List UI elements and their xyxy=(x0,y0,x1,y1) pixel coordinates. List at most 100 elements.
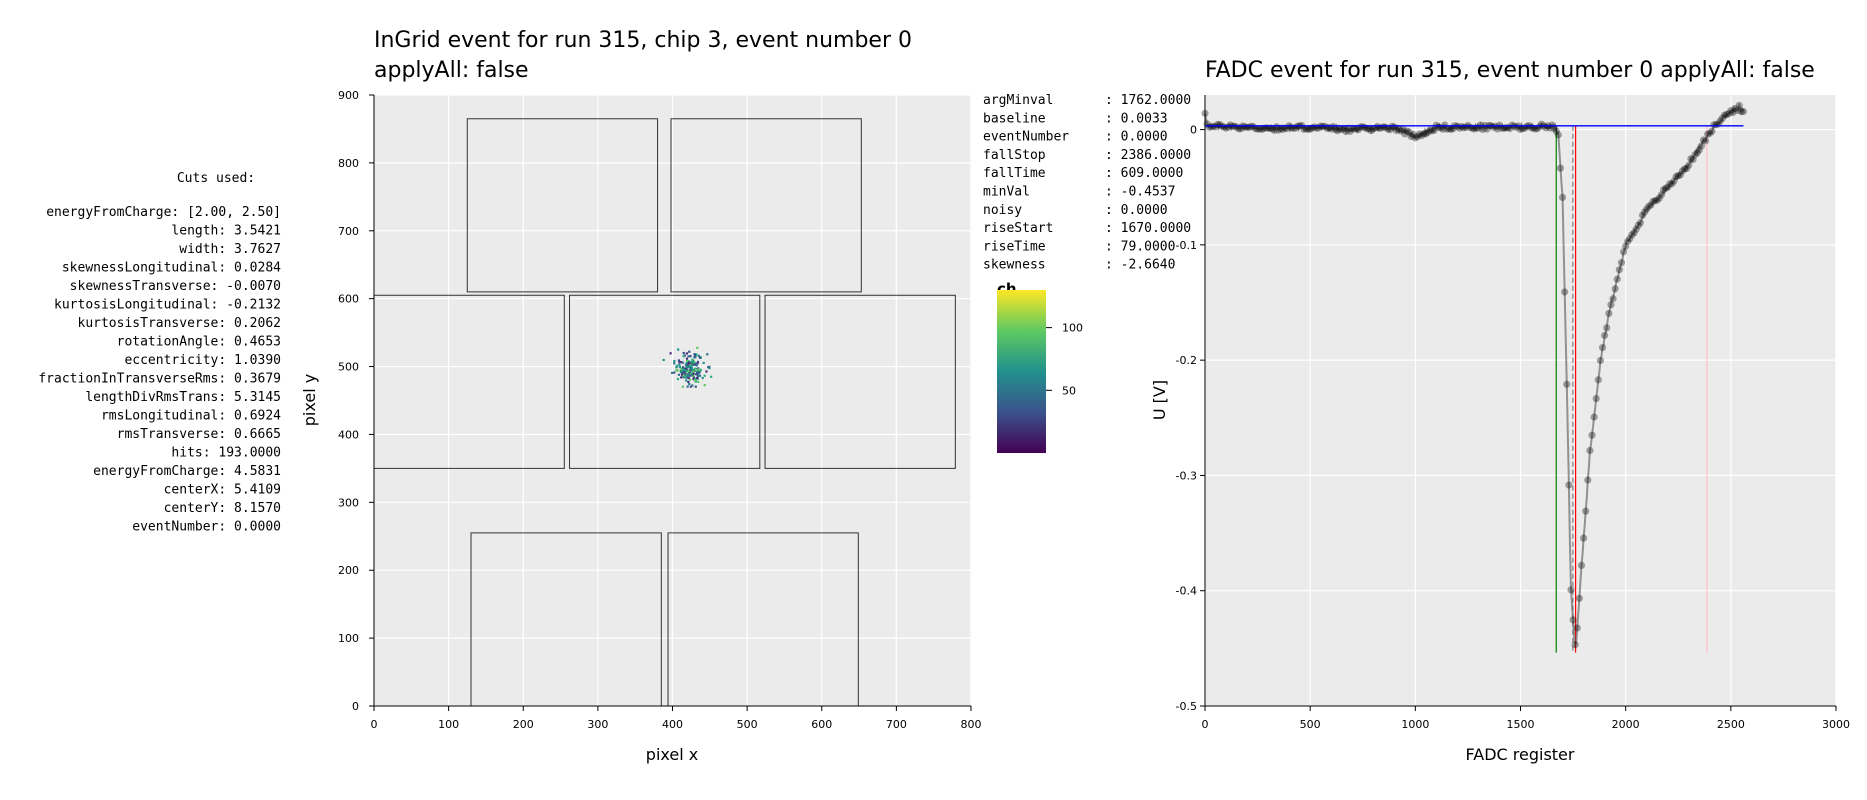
fadc-sample-point xyxy=(1695,146,1703,154)
fadc-sample-point xyxy=(1340,124,1348,133)
fadc-sample-point xyxy=(1622,242,1630,250)
fadc-sample-point xyxy=(1266,124,1274,133)
fadc-sample-point xyxy=(1699,136,1708,144)
fadc-sample-point xyxy=(1739,107,1748,116)
fadc-sample-point xyxy=(1411,134,1419,142)
hit-point xyxy=(687,380,690,383)
fadc-ytick-label: 0 xyxy=(1190,124,1197,137)
hit-point xyxy=(698,368,701,371)
hit-point xyxy=(683,368,686,372)
fadc-sample-point xyxy=(1598,343,1607,352)
hit-point xyxy=(695,368,698,372)
hit-point xyxy=(687,355,690,358)
fadc-sample-point xyxy=(1369,125,1377,133)
fadc-sample-point xyxy=(1445,124,1453,133)
hit-point xyxy=(708,367,711,370)
hit-point xyxy=(681,361,684,364)
fadc-param-key: argMinval xyxy=(983,93,1053,108)
fadc-sample-point xyxy=(1304,125,1312,133)
fadc-sample-point xyxy=(1279,125,1287,133)
hit-point xyxy=(677,373,681,376)
fadc-sample-point xyxy=(1567,586,1575,594)
hit-point xyxy=(678,360,681,363)
fadc-sample-point xyxy=(1718,114,1727,122)
ingrid-ytick-label: 100 xyxy=(338,632,359,645)
hit-point xyxy=(680,376,683,379)
hit-point xyxy=(692,372,695,375)
fadc-sample-point xyxy=(1275,126,1283,134)
fadc-sample-point xyxy=(1632,225,1640,233)
fadc-sample-point xyxy=(1439,125,1447,133)
hit-point xyxy=(694,380,697,383)
hit-point xyxy=(689,385,692,388)
fadc-sample-point xyxy=(1605,309,1613,318)
ingrid-xtick-label: 800 xyxy=(961,718,982,731)
hit-point xyxy=(687,371,690,374)
cut-line: centerY: 8.1570 xyxy=(164,501,281,516)
fadc-param-key: riseTime xyxy=(983,239,1046,254)
fadc-param-key: fallTime xyxy=(983,166,1046,181)
hit-point xyxy=(682,355,685,358)
fadc-sample-point xyxy=(1582,507,1590,515)
hit-point xyxy=(681,367,684,370)
fadc-sample-point xyxy=(1506,124,1514,133)
fadc-xlabel: FADC register xyxy=(1466,745,1575,764)
fadc-param-value: : 2386.0000 xyxy=(1105,148,1191,163)
cut-line: hits: 193.0000 xyxy=(171,446,281,461)
fadc-sample-point xyxy=(1552,127,1560,135)
fadc-sample-point xyxy=(1697,142,1705,150)
fadc-sample-point xyxy=(1367,127,1375,135)
hit-point xyxy=(684,369,688,372)
fadc-sample-point xyxy=(1550,124,1558,132)
fadc-sample-point xyxy=(1674,171,1682,180)
fadc-sample-point xyxy=(1249,123,1257,131)
hit-point xyxy=(697,367,700,370)
fadc-param-key: minVal xyxy=(983,185,1030,200)
fadc-sample-point xyxy=(1399,125,1407,133)
fadc-sample-point xyxy=(1413,132,1422,141)
hit-point xyxy=(689,355,692,358)
hit-point xyxy=(685,361,689,364)
hit-point xyxy=(694,385,697,388)
cut-line: length: 3.5421 xyxy=(171,224,281,239)
fadc-sample-point xyxy=(1384,125,1392,133)
fadc-sample-point xyxy=(1397,127,1405,135)
fadc-sample-point xyxy=(1535,123,1544,131)
fadc-sample-point xyxy=(1701,137,1710,145)
fadc-sample-point xyxy=(1643,205,1651,213)
fadc-sample-point xyxy=(1569,616,1577,624)
hit-point xyxy=(680,368,683,371)
fadc-xtick-label: 2000 xyxy=(1612,718,1640,731)
fadc-sample-point xyxy=(1428,127,1436,135)
fadc-sample-point xyxy=(1531,125,1539,133)
fadc-sample-point xyxy=(1500,124,1508,132)
fadc-sample-point xyxy=(1678,167,1687,175)
hit-point xyxy=(696,373,699,376)
fadc-sample-point xyxy=(1624,237,1632,245)
fadc-sample-point xyxy=(1558,193,1567,201)
hit-point xyxy=(696,346,699,349)
fadc-sample-point xyxy=(1348,124,1356,132)
fadc-sample-point xyxy=(1596,356,1605,365)
fadc-sample-point xyxy=(1363,125,1371,133)
hit-point xyxy=(685,352,689,355)
fadc-sample-point xyxy=(1691,151,1699,159)
fadc-sample-point xyxy=(1561,288,1569,296)
fadc-sample-point xyxy=(1723,110,1731,119)
fadc-sample-point xyxy=(1737,108,1745,116)
fadc-sample-point xyxy=(1571,641,1579,649)
fadc-ytick-label: -0.5 xyxy=(1176,700,1197,713)
hit-point xyxy=(688,350,691,353)
cuts-header: Cuts used: xyxy=(177,171,255,186)
fadc-sample-point xyxy=(1476,121,1485,129)
hit-point xyxy=(687,360,691,363)
fadc-xtick-label: 500 xyxy=(1300,718,1321,731)
fadc-sample-point xyxy=(1407,132,1415,141)
fadc-sample-point xyxy=(1403,127,1411,135)
hit-point xyxy=(693,353,697,356)
fadc-sample-point xyxy=(1676,171,1684,179)
fadc-sample-point xyxy=(1226,121,1234,129)
fadc-ytick-label: -0.2 xyxy=(1176,354,1197,367)
fadc-sample-point xyxy=(1689,156,1697,164)
hit-point xyxy=(697,370,700,373)
